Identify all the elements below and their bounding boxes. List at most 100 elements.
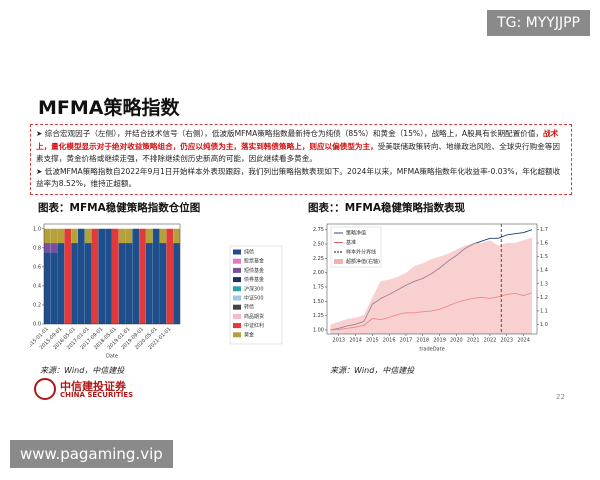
bar-segment <box>132 228 140 324</box>
bullet-box: ➤ 综合宏观因子（左侧），并结合技术信号（右侧），低波版MFMA策略指数最新持仓… <box>30 124 572 195</box>
x-axis-label: tradeDate <box>419 347 444 353</box>
y2-tick-label: 1.5 <box>540 254 548 260</box>
bar-segment <box>71 243 78 324</box>
plot-frame <box>43 223 181 325</box>
bar-segment <box>84 228 92 244</box>
area <box>330 237 532 334</box>
bar-segment <box>139 228 146 324</box>
x-tick-label: 2013 <box>332 338 345 344</box>
x-tick-label: 2017 <box>400 338 413 344</box>
bar-segment <box>146 243 153 324</box>
watermark: TG: MYYJJPP <box>487 10 590 36</box>
y-tick-label: 0.8 <box>33 245 41 251</box>
x-tick-label: 2024 <box>517 338 530 344</box>
bar-segment <box>64 228 72 324</box>
text: 综合宏观因子（左侧），并结合技术信号（右侧），低波版MFMA策略指数最新持仓为纯… <box>44 129 544 138</box>
bar-segment <box>84 243 92 324</box>
y2-tick-label: 1.7 <box>540 227 548 233</box>
emphasis: 战术上，量化模型显示对于绝对收益策略组合，仍应以纯债为主，落实到韩债策略上，则应… <box>36 129 559 151</box>
legend-label: 中证500 <box>244 295 264 302</box>
y2-tick-label: 1.0 <box>540 322 548 328</box>
logo-mark <box>34 378 56 400</box>
y2-tick-label: 1.2 <box>540 295 548 301</box>
bar-segment <box>118 228 126 244</box>
bar-segment <box>50 252 58 324</box>
bar-segment <box>57 243 65 324</box>
legend-swatch <box>233 258 241 264</box>
chart-title: 图表：：MFMA稳健策略指数表现 <box>308 202 465 214</box>
bar-segment <box>98 228 106 324</box>
x-tick-label: 2018 <box>416 338 429 344</box>
bar-segment <box>50 243 58 253</box>
y-tick-label: 2.75 <box>313 227 324 233</box>
bar-segment <box>91 228 99 324</box>
y-tick-label: 1.75 <box>313 285 324 291</box>
bar-segment <box>146 228 153 244</box>
legend-label: 样本外分界线 <box>346 249 376 256</box>
y-tick-label: 1.25 <box>313 313 324 319</box>
legend-swatch <box>233 267 241 273</box>
y-tick-label: 0.4 <box>33 283 41 289</box>
bar-segment <box>166 228 174 324</box>
bar-segment <box>50 228 58 244</box>
legend-swatch <box>233 277 241 283</box>
legend-label: 短债基金 <box>244 267 264 274</box>
legend-label: 黄金 <box>244 331 254 338</box>
legend-swatch <box>233 313 241 319</box>
plot-frame <box>326 223 538 335</box>
text: 低波MFMA策略指数自2022年9月1日开始样本外表现跟踪，我们列出策略指数表现… <box>36 166 561 189</box>
x-tick-label: 2021 <box>467 338 480 344</box>
legend-swatch <box>233 295 241 301</box>
y-tick-label: 0.6 <box>33 264 41 270</box>
legend-swatch <box>233 323 241 329</box>
y-tick-label: 1.0 <box>33 226 41 232</box>
legend-label: 债券基金 <box>244 276 264 283</box>
slide-title: MFMA策略指数 <box>38 97 180 119</box>
bar-segment <box>44 252 51 324</box>
legend-label: 中证红利 <box>244 322 264 329</box>
page-number: 22 <box>556 393 565 401</box>
x-tick-label: 2015 <box>366 338 379 344</box>
x-tick-label: 2014 <box>349 338 362 344</box>
logo-english: CHINA SECURITIES <box>60 391 134 399</box>
legend-swatch <box>334 259 343 264</box>
y2-tick-label: 1.6 <box>540 241 548 247</box>
bar-segment <box>173 243 180 324</box>
x-tick-label: 2023 <box>500 338 513 344</box>
y-tick-label: 2.50 <box>313 242 324 248</box>
source: 来源：Wind，中信建投 <box>330 366 415 375</box>
bar-segment <box>159 228 167 244</box>
bullet: ➤ 低波MFMA策略指数自2022年9月1日开始样本外表现跟踪，我们列出策略指数… <box>36 166 561 189</box>
y-tick-label: 2.00 <box>313 270 324 276</box>
bar-segment <box>105 228 112 324</box>
legend-label: 基准 <box>346 239 356 246</box>
y2-tick-label: 1.4 <box>540 268 548 274</box>
y2-tick-label: 1.1 <box>540 308 548 314</box>
legend-swatch <box>233 286 241 292</box>
x-tick-label: 2019 <box>433 338 446 344</box>
text: 受美联储政策转向、地缘政治风险、全球央行购金等因素支撑，黄金价格或继续走强，不排… <box>36 141 560 164</box>
legend-label: 股票基金 <box>244 258 264 265</box>
legend-label: 转债 <box>244 304 254 311</box>
bar-segment <box>44 228 51 244</box>
bar-segment <box>159 243 167 324</box>
legend-label: 策略净值 <box>346 230 366 237</box>
chart-title: 图表：MFMA稳健策略指数仓位图 <box>38 202 201 214</box>
y-tick-label: 1.00 <box>313 327 324 333</box>
bar-segment <box>78 228 85 324</box>
legend-label: 沪深300 <box>244 285 264 292</box>
bar-segment <box>71 228 78 244</box>
legend-swatch <box>233 249 241 255</box>
watermark: www.pagaming.vip <box>10 440 173 468</box>
y-tick-label: 0.0 <box>33 322 41 328</box>
y-tick-label: 0.2 <box>33 302 41 308</box>
bar-segment <box>125 243 133 324</box>
legend-label: 纯债 <box>244 249 254 256</box>
bar-segment <box>152 228 160 324</box>
y-tick-label: 2.25 <box>313 256 324 262</box>
legend-swatch <box>233 304 241 310</box>
legend-swatch <box>233 332 241 338</box>
chart: 1.00 1.25 1.50 1.75 2.00 2.25 2.50 2.75 1.0 1.1 1.… <box>313 223 548 353</box>
bar-segment <box>112 228 119 324</box>
